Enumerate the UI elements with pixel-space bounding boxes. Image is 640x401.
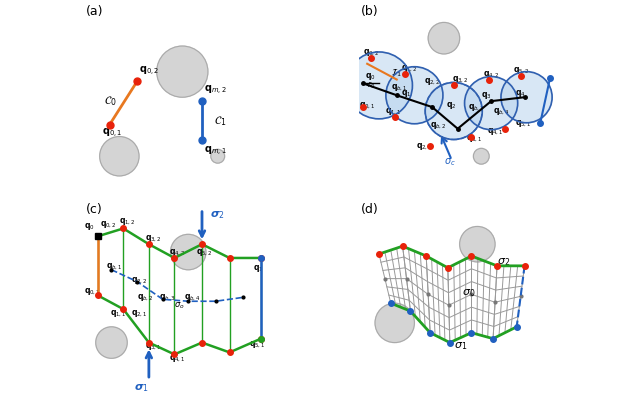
Text: $\mathbf{q}_4$: $\mathbf{q}_4$ — [515, 88, 525, 99]
Text: $\mathcal{I}_1$: $\mathcal{I}_1$ — [391, 68, 401, 79]
Text: $\mathbf{q}_1$: $\mathbf{q}_1$ — [401, 88, 411, 99]
Circle shape — [501, 72, 552, 123]
Text: $\mathbf{q}_{3,1}$: $\mathbf{q}_{3,1}$ — [145, 342, 161, 352]
Circle shape — [474, 148, 489, 164]
Text: $\mathbf{q}_{1,1}$: $\mathbf{q}_{1,1}$ — [385, 106, 401, 117]
Text: $\mathbf{q}_{1,2}$: $\mathbf{q}_{1,2}$ — [120, 216, 136, 227]
Text: $\mathbf{q}_{1,1}$: $\mathbf{q}_{1,1}$ — [109, 308, 126, 319]
Text: $\mathbf{q}_{2,2}$: $\mathbf{q}_{2,2}$ — [424, 77, 441, 87]
Text: $\mathbf{q}_{5,1}$: $\mathbf{q}_{5,1}$ — [249, 340, 266, 350]
Text: $\sigma_2$: $\sigma_2$ — [497, 256, 510, 267]
Text: $\mathbf{q}_0$: $\mathbf{q}_0$ — [84, 221, 95, 233]
Text: $\mathbf{q}_{0,1}$: $\mathbf{q}_{0,1}$ — [359, 100, 376, 111]
Text: $\mathbf{q}_{3,2}$: $\mathbf{q}_{3,2}$ — [452, 75, 468, 85]
Circle shape — [425, 83, 483, 140]
Text: $\sigma_0$: $\sigma_0$ — [461, 288, 475, 299]
Text: $\mathbf{q}_{b,1}$: $\mathbf{q}_{b,1}$ — [106, 261, 122, 272]
Text: $\mathbf{q}_{b,3}$: $\mathbf{q}_{b,3}$ — [159, 292, 175, 303]
Text: $\mathbf{q}_{b,1}$: $\mathbf{q}_{b,1}$ — [391, 83, 407, 93]
Circle shape — [386, 67, 443, 124]
Circle shape — [428, 22, 460, 54]
Text: $\mathbf{q}_{2,1}$: $\mathbf{q}_{2,1}$ — [131, 308, 148, 319]
Circle shape — [460, 227, 495, 262]
Text: $\mathbf{q}_{3,1}$: $\mathbf{q}_{3,1}$ — [465, 134, 482, 144]
Text: $\mathbf{q}_{2,2}$: $\mathbf{q}_{2,2}$ — [131, 275, 148, 286]
Text: $r_0$: $r_0$ — [367, 79, 376, 91]
Text: $\mathbf{q}_2$: $\mathbf{q}_2$ — [446, 100, 456, 111]
Text: $\mathbf{q}_{4,2}$: $\mathbf{q}_{4,2}$ — [168, 247, 185, 258]
Circle shape — [96, 327, 127, 358]
Text: $\mathbf{q}_{4,2}$: $\mathbf{q}_{4,2}$ — [483, 69, 500, 79]
Text: $\mathbf{q}_{5,2}$: $\mathbf{q}_{5,2}$ — [513, 65, 529, 76]
Circle shape — [157, 46, 208, 97]
Text: $\mathbf{q}_{b,4}$: $\mathbf{q}_{b,4}$ — [493, 106, 510, 117]
Text: $\mathbf{q}_{0,2}$: $\mathbf{q}_{0,2}$ — [139, 65, 159, 77]
Text: $\sigma_c$: $\sigma_c$ — [444, 156, 456, 168]
Text: $\mathbf{q}_{1,2}$: $\mathbf{q}_{1,2}$ — [401, 63, 417, 74]
Text: $\mathbf{q}_{b,2}$: $\mathbf{q}_{b,2}$ — [430, 120, 447, 131]
Text: $\mathbf{q}_{m,2}$: $\mathbf{q}_{m,2}$ — [204, 84, 227, 97]
Text: $\sigma_o$: $\sigma_o$ — [175, 300, 185, 311]
Text: $\mathbf{q}_{0,2}$: $\mathbf{q}_{0,2}$ — [100, 220, 116, 231]
Text: $\mathbf{q}_{b,2}$: $\mathbf{q}_{b,2}$ — [137, 292, 154, 303]
Text: $\boldsymbol{\sigma}_2$: $\boldsymbol{\sigma}_2$ — [210, 209, 225, 221]
Text: $\mathbf{q}_{b,4}$: $\mathbf{q}_{b,4}$ — [184, 292, 201, 303]
Text: $\mathbf{q}_{3,2}$: $\mathbf{q}_{3,2}$ — [145, 233, 161, 244]
Text: $\mathbf{q}_{5,1}$: $\mathbf{q}_{5,1}$ — [515, 118, 531, 129]
Text: $\mathbf{q}_0$: $\mathbf{q}_0$ — [365, 71, 376, 81]
Text: (d): (d) — [361, 203, 379, 216]
Text: (b): (b) — [361, 5, 379, 18]
Circle shape — [211, 149, 225, 163]
Text: (a): (a) — [86, 5, 104, 18]
Text: $\mathbf{q}_{0,1}$: $\mathbf{q}_{0,1}$ — [102, 127, 122, 140]
Text: $\boldsymbol{\sigma}_1$: $\boldsymbol{\sigma}_1$ — [134, 382, 148, 394]
Circle shape — [346, 52, 412, 119]
Text: $\mathbf{q}_3$: $\mathbf{q}_3$ — [481, 90, 492, 101]
Text: $\mathbf{q}_{4,1}$: $\mathbf{q}_{4,1}$ — [168, 353, 185, 364]
Text: $\sigma_1$: $\sigma_1$ — [454, 340, 467, 352]
Text: $\mathbf{q}_{5,2}$: $\mathbf{q}_{5,2}$ — [196, 247, 212, 258]
Circle shape — [375, 303, 414, 342]
Text: $\mathbf{q}_1$: $\mathbf{q}_1$ — [253, 263, 264, 274]
Text: $\mathbf{q}_{b,3}$: $\mathbf{q}_{b,3}$ — [467, 102, 484, 113]
Text: $\mathbf{q}_{4,1}$: $\mathbf{q}_{4,1}$ — [487, 126, 504, 137]
Circle shape — [465, 77, 518, 130]
Text: $\mathcal{C}_0$: $\mathcal{C}_0$ — [104, 94, 116, 108]
Text: (c): (c) — [86, 203, 102, 216]
Text: $\mathbf{q}_{0,1}$: $\mathbf{q}_{0,1}$ — [84, 287, 100, 298]
Text: $\mathcal{C}_1$: $\mathcal{C}_1$ — [214, 114, 227, 128]
Text: $\mathbf{q}_{m,1}$: $\mathbf{q}_{m,1}$ — [204, 144, 227, 158]
Circle shape — [100, 137, 139, 176]
Text: $\mathbf{q}_{2,1}$: $\mathbf{q}_{2,1}$ — [417, 142, 433, 152]
Circle shape — [170, 234, 206, 270]
Text: $\mathbf{q}_{0,2}$: $\mathbf{q}_{0,2}$ — [364, 47, 380, 58]
